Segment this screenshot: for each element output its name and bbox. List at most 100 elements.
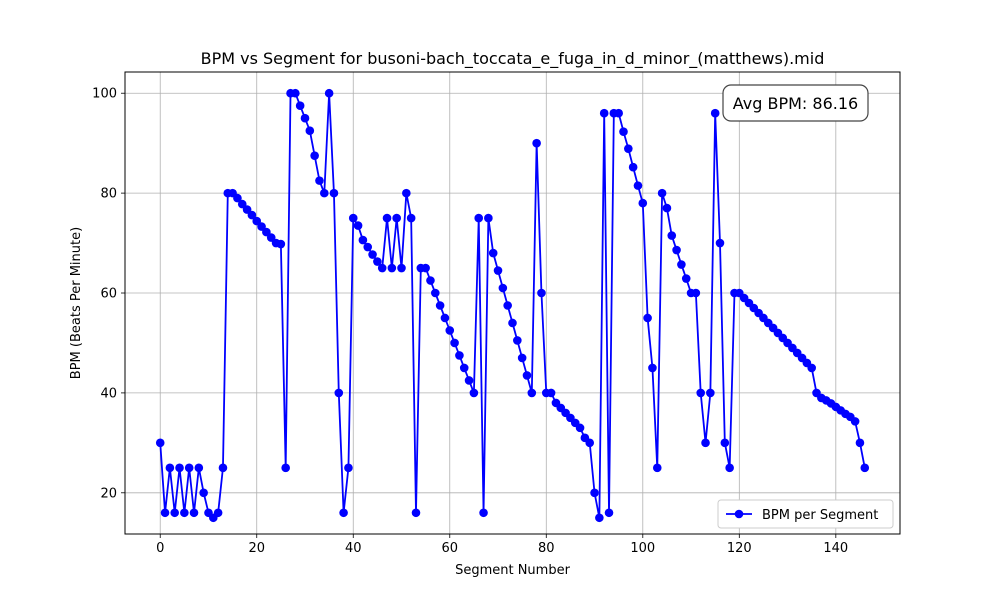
data-point bbox=[503, 301, 512, 310]
data-point bbox=[406, 213, 416, 223]
data-point bbox=[628, 162, 638, 172]
data-point bbox=[402, 188, 411, 198]
x-tick-label: 100 bbox=[630, 541, 655, 556]
data-point bbox=[575, 423, 585, 433]
data-point bbox=[599, 108, 609, 118]
legend-label: BPM per Segment bbox=[762, 508, 878, 523]
data-point bbox=[160, 508, 170, 518]
data-point bbox=[508, 318, 517, 328]
data-point bbox=[498, 283, 508, 293]
data-point bbox=[368, 250, 377, 259]
data-point bbox=[387, 263, 397, 273]
data-point bbox=[546, 388, 556, 398]
data-point bbox=[315, 176, 324, 185]
data-point bbox=[281, 463, 290, 473]
data-point bbox=[479, 508, 488, 518]
avg-annotation: Avg BPM: 86.16 bbox=[722, 84, 869, 122]
data-point bbox=[672, 245, 681, 255]
data-point bbox=[691, 288, 701, 298]
data-point bbox=[334, 388, 344, 398]
data-point bbox=[397, 263, 406, 273]
data-point bbox=[213, 508, 223, 518]
data-point bbox=[474, 213, 484, 223]
axis-ticks: 0 20 40 60 80 100 120 140 20 40 60 80 100 bbox=[92, 87, 848, 556]
data-point bbox=[643, 313, 652, 323]
data-point bbox=[339, 508, 348, 518]
data-point bbox=[667, 231, 677, 240]
x-tick-label: 140 bbox=[823, 541, 848, 556]
avg-annotation-text: Avg BPM: 86.16 bbox=[733, 94, 858, 113]
data-point bbox=[430, 288, 440, 298]
data-point bbox=[348, 213, 358, 223]
plot-frame bbox=[124, 71, 901, 535]
data-point bbox=[175, 463, 184, 473]
x-tick-label: 0 bbox=[156, 541, 164, 556]
data-point bbox=[715, 238, 725, 248]
data-point bbox=[619, 127, 628, 136]
avg-annotation-box bbox=[722, 84, 869, 122]
data-point bbox=[633, 181, 643, 190]
data-point bbox=[310, 151, 319, 160]
data-point bbox=[305, 126, 315, 135]
data-point bbox=[652, 463, 662, 473]
data-point bbox=[522, 371, 532, 380]
chart-title: BPM vs Segment for busoni-bach_toccata_e… bbox=[201, 49, 825, 69]
data-point bbox=[720, 438, 730, 448]
data-point bbox=[595, 513, 604, 523]
data-point bbox=[373, 257, 382, 266]
data-point bbox=[513, 336, 522, 345]
data-point bbox=[537, 288, 546, 298]
data-point bbox=[358, 235, 368, 245]
legend: BPM per Segment bbox=[717, 499, 894, 529]
data-point bbox=[353, 221, 363, 230]
x-tick-label: 40 bbox=[345, 541, 362, 556]
data-point bbox=[459, 363, 469, 373]
data-point bbox=[189, 508, 199, 518]
data-point bbox=[585, 438, 595, 448]
x-tick-label: 80 bbox=[538, 541, 555, 556]
data-point bbox=[681, 274, 691, 283]
y-tick-label: 100 bbox=[92, 87, 117, 102]
data-point bbox=[155, 438, 165, 448]
data-point bbox=[320, 188, 329, 198]
data-point bbox=[324, 88, 334, 98]
data-point bbox=[590, 488, 599, 498]
data-point bbox=[614, 108, 623, 118]
y-tick-label: 40 bbox=[100, 386, 117, 401]
data-point bbox=[725, 463, 734, 473]
data-point bbox=[329, 188, 339, 198]
data-point bbox=[657, 188, 667, 198]
y-tick-label: 20 bbox=[100, 486, 117, 501]
y-tick-label: 80 bbox=[100, 187, 117, 202]
data-point bbox=[426, 276, 435, 285]
data-point bbox=[291, 88, 300, 98]
data-point bbox=[517, 353, 527, 363]
data-point bbox=[701, 438, 710, 448]
data-point bbox=[488, 248, 498, 258]
data-point bbox=[527, 388, 537, 398]
data-point bbox=[648, 363, 657, 373]
data-point bbox=[165, 463, 175, 473]
legend-marker-swatch bbox=[734, 509, 744, 519]
data-point bbox=[194, 463, 204, 473]
data-point bbox=[493, 266, 503, 275]
data-point bbox=[455, 351, 464, 360]
data-point bbox=[464, 376, 474, 385]
data-point bbox=[300, 113, 310, 123]
data-point bbox=[855, 438, 865, 448]
data-point bbox=[295, 101, 305, 111]
legend-box bbox=[717, 499, 894, 529]
data-point bbox=[421, 263, 430, 273]
x-tick-label: 60 bbox=[441, 541, 458, 556]
data-point bbox=[860, 463, 870, 473]
data-point bbox=[696, 388, 705, 398]
data-point bbox=[469, 388, 479, 398]
data-point bbox=[218, 463, 228, 473]
data-point bbox=[382, 213, 392, 223]
data-point bbox=[706, 388, 715, 398]
x-axis-label: Segment Number bbox=[455, 563, 571, 578]
data-point bbox=[199, 488, 208, 498]
data-point bbox=[377, 263, 387, 273]
data-point bbox=[276, 239, 286, 249]
